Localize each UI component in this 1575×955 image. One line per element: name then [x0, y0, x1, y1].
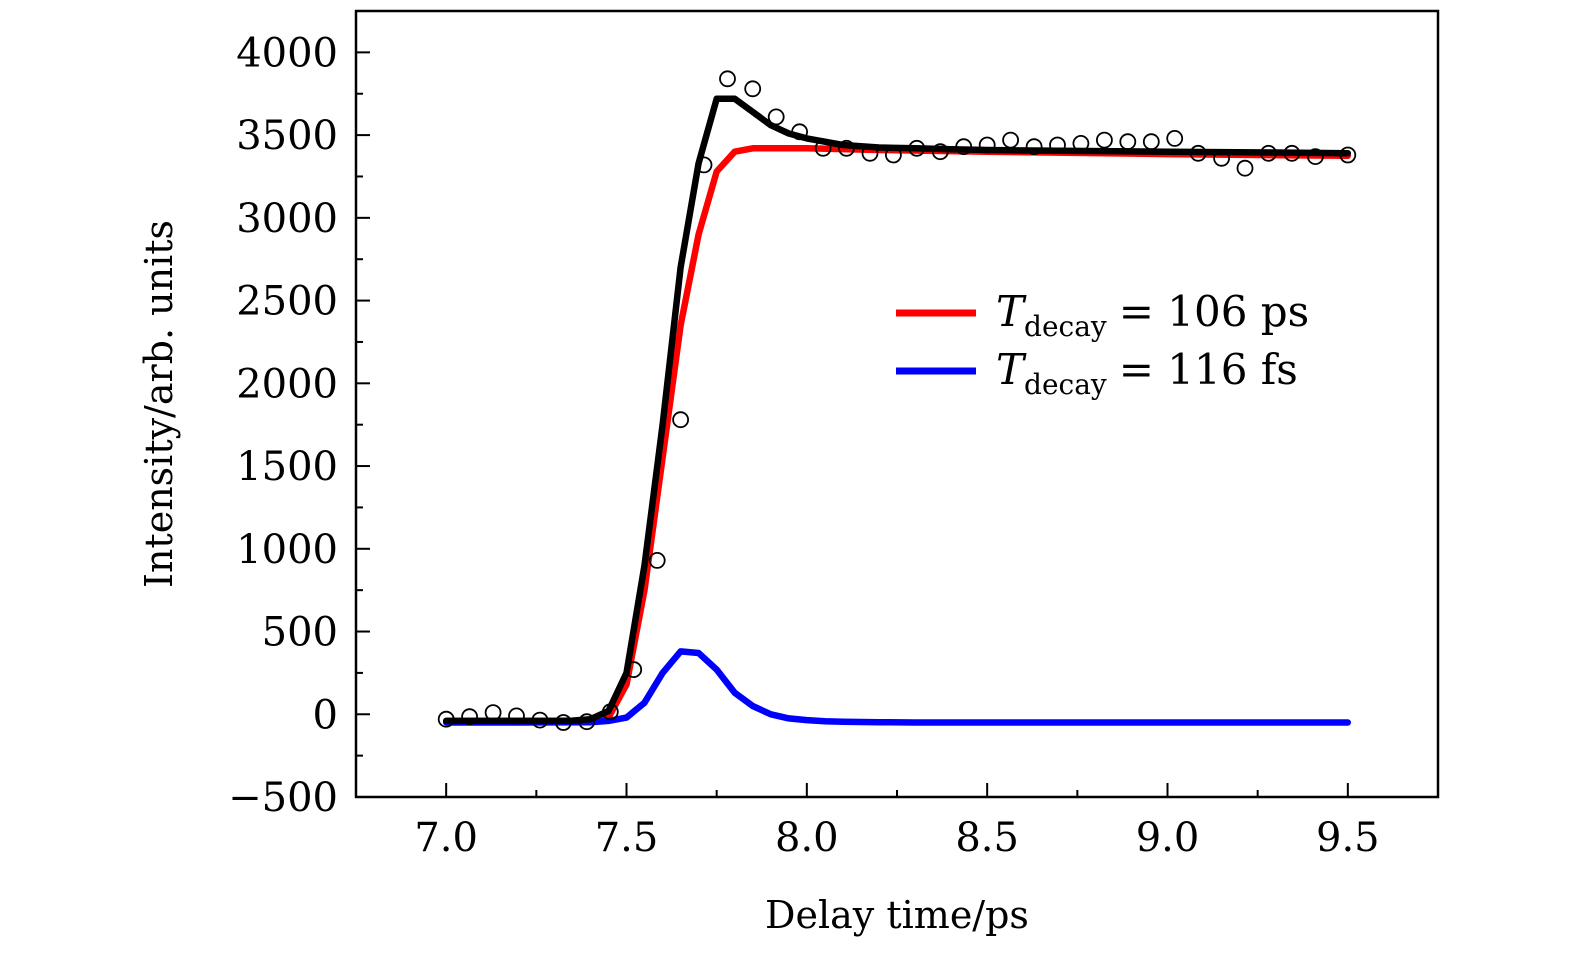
data-point [838, 139, 855, 157]
series-line-t-decay-116-fs [442, 648, 1352, 726]
data-point [791, 123, 808, 141]
data-point [531, 711, 549, 729]
data-point [461, 708, 479, 726]
data-point [1213, 149, 1230, 167]
data-point [885, 146, 902, 164]
data-point [719, 70, 736, 88]
legend-text-red: = 106 ps [1119, 287, 1310, 336]
y-tick-label: −500 [228, 775, 338, 821]
data-point [931, 143, 949, 161]
y-tick-label: 3500 [236, 113, 338, 159]
series-line-fit-total [442, 95, 1352, 725]
axis-layer: 7.0 7.5 8.0 8.5 9.0 9.5 −500 0 500 1000 1500 2000 25… [228, 30, 1380, 861]
legend-label-blue: Tdecay = 116 fs [996, 345, 1298, 401]
data-point [1119, 133, 1137, 151]
data-point [1260, 144, 1277, 162]
data-point [814, 139, 832, 157]
data-point [672, 411, 689, 429]
data-point [437, 710, 455, 728]
x-tick-label: 8.5 [955, 815, 1019, 861]
legend-text-blue: = 116 fs [1119, 345, 1298, 394]
x-tick-label: 7.0 [414, 815, 478, 861]
y-tick-label: 0 [313, 692, 338, 738]
y-tick-label: 500 [262, 610, 338, 656]
y-tick-label: 1500 [236, 444, 338, 490]
legend-symbol-blue: T [996, 345, 1027, 394]
x-tick-label: 8.0 [775, 815, 839, 861]
data-point [1236, 159, 1254, 177]
data-point [648, 552, 666, 569]
x-tick-label: 9.5 [1316, 815, 1380, 861]
data-point [1339, 146, 1357, 164]
data-point [908, 139, 926, 157]
x-tick-label: 7.5 [595, 815, 659, 861]
data-point [1025, 138, 1043, 156]
series-line-t-decay-106-ps [442, 145, 1352, 725]
data-point [1072, 134, 1090, 152]
y-tick-label: 1000 [236, 527, 338, 573]
data-point [744, 80, 762, 98]
y-axis-label: Intensity/arb. units [137, 220, 181, 588]
legend-label-red: Tdecay = 106 ps [996, 287, 1309, 343]
series-layer [437, 70, 1357, 731]
data-point [625, 661, 643, 678]
data-point [861, 144, 879, 162]
data-point [601, 703, 619, 721]
y-tick-label: 3000 [236, 196, 338, 242]
legend-symbol-red: T [996, 287, 1027, 336]
y-tick-label: 2500 [236, 279, 338, 325]
data-point [555, 714, 572, 731]
x-tick-label: 9.0 [1136, 815, 1200, 861]
data-point [1049, 136, 1066, 154]
legend-subscript-blue: decay [1024, 368, 1107, 401]
data-point [695, 156, 713, 174]
y-tick-label: 4000 [236, 30, 338, 76]
data-point [767, 108, 785, 126]
data-point [955, 138, 973, 156]
data-point [1166, 129, 1184, 147]
legend: Tdecay = 106 ps Tdecay = 116 fs [896, 287, 1309, 401]
data-point [578, 713, 596, 731]
data-point [1142, 133, 1160, 151]
y-tick-label: 2000 [236, 361, 338, 407]
x-axis-label: Delay time/ps [765, 893, 1029, 937]
data-point [1307, 148, 1324, 166]
data-point [1002, 131, 1019, 149]
data-point [978, 136, 996, 154]
data-point [508, 707, 525, 725]
data-point [1096, 131, 1113, 149]
data-point [484, 704, 502, 721]
data-point [1283, 144, 1301, 162]
data-point [1189, 144, 1207, 162]
legend-subscript-red: decay [1024, 310, 1107, 343]
plot-frame [354, 9, 1440, 799]
